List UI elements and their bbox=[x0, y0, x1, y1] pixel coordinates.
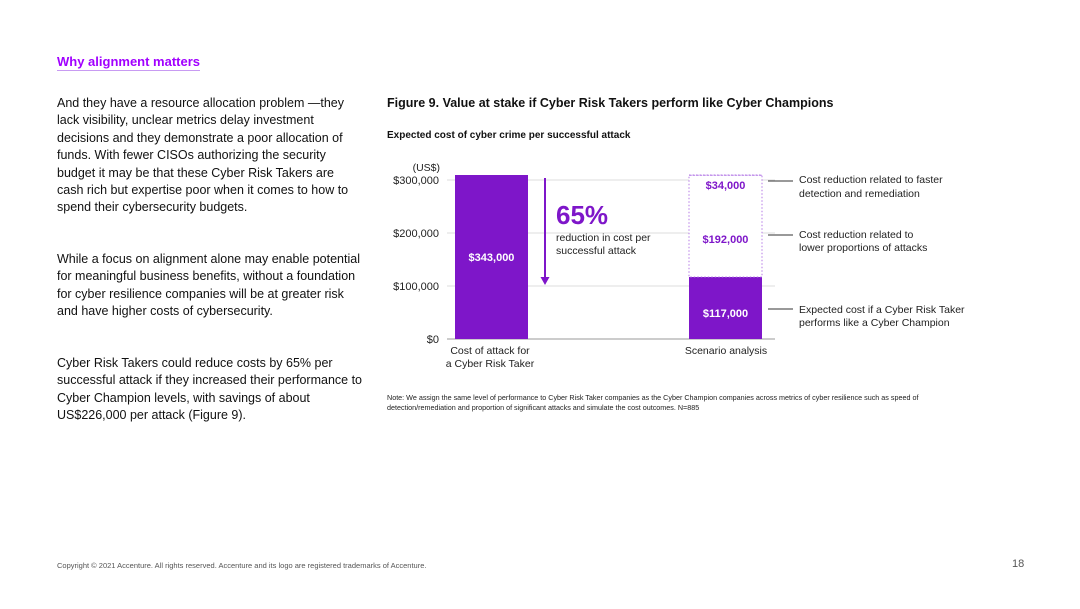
figure-title: Figure 9. Value at stake if Cyber Risk T… bbox=[387, 96, 834, 110]
segment-value-label: $117,000 bbox=[703, 308, 748, 320]
segment-value-label: $34,000 bbox=[706, 180, 746, 192]
y-tick-label: $100,000 bbox=[393, 281, 439, 293]
x-category-label: Cost of attack for bbox=[450, 345, 530, 357]
figure-note: Note: We assign the same level of perfor… bbox=[387, 393, 919, 412]
segment-note-text: Cost reduction related to faster bbox=[799, 174, 943, 186]
page-number: 18 bbox=[1012, 558, 1025, 570]
copyright-footer: Copyright © 2021 Accenture. All rights r… bbox=[57, 561, 427, 570]
annotation-text: successful attack bbox=[556, 245, 637, 257]
y-tick-label: $200,000 bbox=[393, 228, 439, 240]
y-tick-label: $300,000 bbox=[393, 175, 439, 187]
section-label-link[interactable]: Why alignment matters bbox=[57, 54, 201, 71]
segment-note-text: Cost reduction related to bbox=[799, 229, 914, 241]
body-paragraph-3: Cyber Risk Takers could reduce costs by … bbox=[57, 356, 363, 423]
chart-subtitle: Expected cost of cyber crime per success… bbox=[387, 130, 631, 141]
scenario-segment-solid bbox=[689, 276, 762, 339]
segment-note-text: Expected cost if a Cyber Risk Taker bbox=[799, 304, 965, 316]
y-axis-label: (US$) bbox=[413, 162, 440, 174]
segment-note-text: lower proportions of attacks bbox=[799, 242, 927, 254]
scenario-segment-dotted bbox=[688, 174, 763, 278]
body-paragraph-1: And they have a resource allocation prob… bbox=[57, 96, 349, 215]
x-category-label: a Cyber Risk Taker bbox=[446, 358, 535, 370]
segment-note-text: performs like a Cyber Champion bbox=[799, 317, 950, 329]
x-category-label: Scenario analysis bbox=[685, 345, 767, 357]
segment-note-text: detection and remediation bbox=[799, 188, 920, 200]
annotation-percent: 65% bbox=[556, 200, 608, 230]
y-tick-label: $0 bbox=[427, 334, 439, 346]
body-paragraph-2: While a focus on alignment alone may ena… bbox=[57, 252, 360, 319]
segment-value-label: $192,000 bbox=[703, 234, 749, 246]
reduction-arrow-head bbox=[540, 277, 550, 285]
bar-cyber-risk-taker bbox=[455, 175, 528, 339]
annotation-text: reduction in cost per bbox=[556, 232, 651, 244]
bar-value-label: $343,000 bbox=[469, 252, 515, 264]
